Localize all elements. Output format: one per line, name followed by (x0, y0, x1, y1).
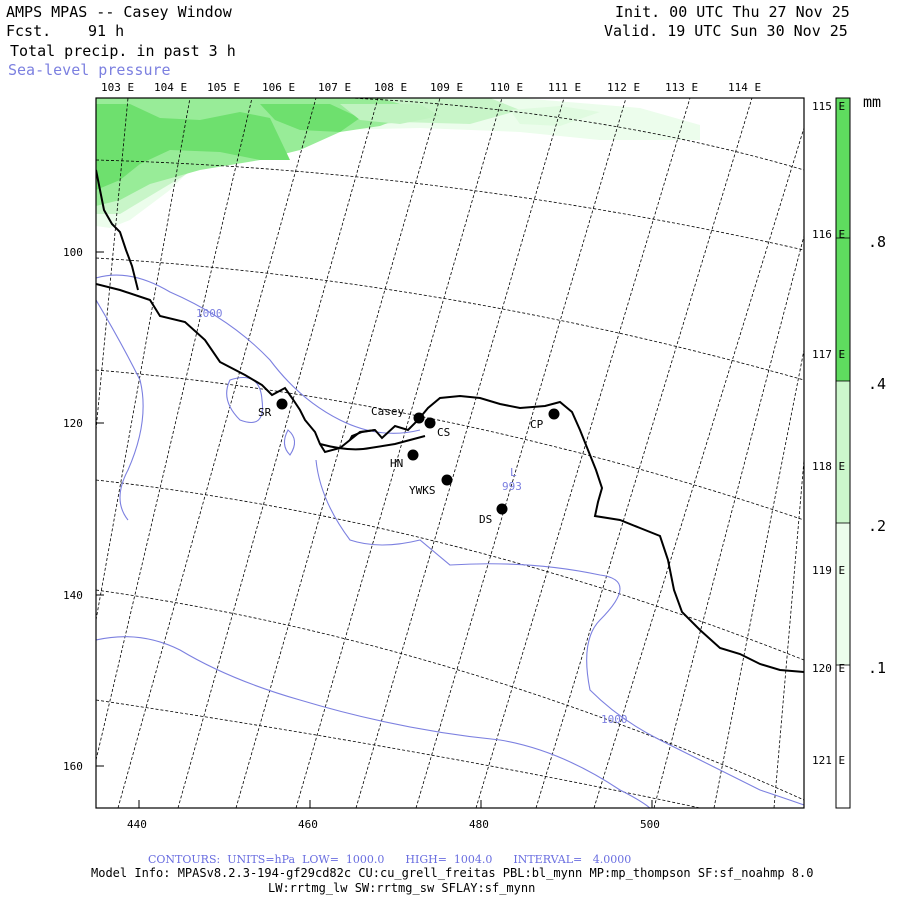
colorbar-label: .2 (868, 517, 887, 535)
axis-label-bottom: 440 (127, 818, 147, 831)
colorbar-unit: mm (863, 93, 882, 111)
lon-label-top: 104 E (154, 81, 188, 94)
station-label-ds: DS (479, 513, 493, 526)
lon-label-top: 107 E (318, 81, 352, 94)
axis-label-bottom: 500 (640, 818, 660, 831)
axis-label-left: 120 (63, 417, 83, 430)
forecast-hours: 91 h (88, 22, 125, 40)
station-label-casey: Casey (371, 405, 405, 418)
station-dot-hn (407, 449, 419, 461)
coastline (96, 169, 804, 673)
low-pressure-label: L (510, 466, 517, 479)
lon-label-top: 114 E (728, 81, 762, 94)
precip-shading (96, 98, 700, 228)
isobars (96, 274, 804, 808)
station-dot-casey (413, 412, 425, 424)
lon-label-top: 105 E (207, 81, 241, 94)
init-time: Init. 00 UTC Thu 27 Nov 25 (615, 3, 850, 21)
station-dot-ywks (441, 474, 453, 486)
contour-label: 1000 (601, 713, 628, 726)
map-title: AMPS MPAS -- Casey Window (6, 3, 232, 21)
axis-label-bottom: 480 (469, 818, 489, 831)
lon-label-top: 110 E (490, 81, 524, 94)
lon-label-top: 111 E (548, 81, 582, 94)
station-label-cs: CS (437, 426, 451, 439)
lon-label-top: 109 E (430, 81, 464, 94)
station-dot-cp (548, 408, 560, 420)
lon-label-right: 121 E (812, 754, 846, 767)
axis-label-left: 140 (63, 589, 83, 602)
contour-info: CONTOURS: UNITS=hPa LOW= 1000.0 HIGH= 10… (148, 853, 632, 866)
model-info: Model Info: MPASv8.2.3-194-gf29cd82c CU:… (91, 866, 814, 880)
lon-label-right: 115 E (812, 100, 846, 113)
colorbar-label: .4 (868, 375, 887, 393)
station-label-ywks: YWKS (409, 484, 436, 497)
left-axis-ticks (96, 251, 653, 808)
station-label-sr: SR (258, 406, 272, 419)
colorbar-label: .1 (868, 659, 887, 677)
lon-label-top: 112 E (607, 81, 641, 94)
station-label-cp: CP (530, 418, 544, 431)
station-dot-sr (276, 398, 288, 410)
low-pressure-value: 993 (502, 480, 522, 493)
field-slp-label: Sea-level pressure (8, 61, 171, 79)
lon-label-right: 118 E (812, 460, 846, 473)
axis-label-left: 160 (63, 760, 83, 773)
axis-label-left: 100 (63, 246, 83, 259)
lon-label-right: 117 E (812, 348, 846, 361)
graticule (96, 98, 804, 808)
lon-label-right: 120 E (812, 662, 846, 675)
lon-label-top: 113 E (665, 81, 699, 94)
lon-label-right: 119 E (812, 564, 846, 577)
forecast-label: Fcst. (6, 22, 52, 40)
axis-label-bottom: 460 (298, 818, 318, 831)
station-dot-ds (496, 503, 508, 515)
contour-label: 1000 (196, 307, 223, 320)
lon-label-right: 116 E (812, 228, 846, 241)
colorbar (835, 97, 851, 809)
station-markers (276, 398, 560, 515)
station-label-hn: HN (390, 457, 404, 470)
lon-label-top: 103 E (101, 81, 135, 94)
field-precip-label: Total precip. in past 3 h (10, 42, 236, 60)
lon-label-top: 108 E (374, 81, 408, 94)
colorbar-label: .8 (868, 233, 887, 251)
valid-time: Valid. 19 UTC Sun 30 Nov 25 (604, 22, 848, 40)
map-frame (95, 97, 805, 809)
lon-label-top: 106 E (262, 81, 296, 94)
model-info-2: LW:rrtmg_lw SW:rrtmg_sw SFLAY:sf_mynn (268, 881, 536, 895)
station-dot-cs (424, 417, 436, 429)
